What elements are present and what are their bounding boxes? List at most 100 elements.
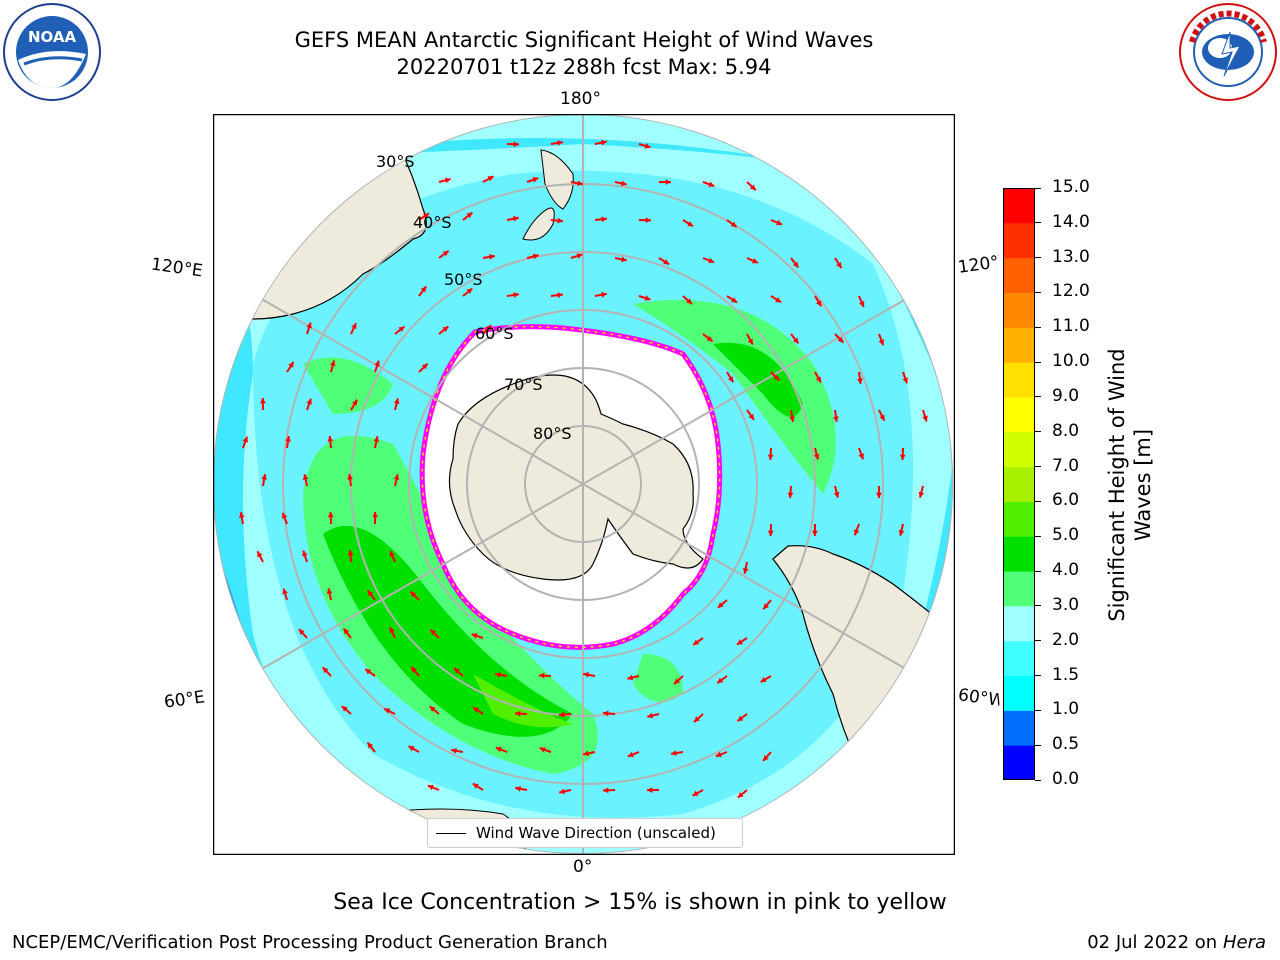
- wind-arrow-head: [736, 639, 743, 645]
- wind-arrow-head: [728, 376, 734, 383]
- wind-arrow-head: [708, 181, 715, 187]
- footer-date: 02 Jul 2022 on: [1087, 932, 1223, 953]
- wind-arrow-head: [430, 629, 437, 636]
- longitude-gridlines: [213, 114, 953, 854]
- wind-arrow-head: [812, 530, 818, 536]
- colorbar-segment: [1003, 501, 1035, 537]
- footer-right: 02 Jul 2022 on Hera: [1087, 932, 1266, 953]
- colorbar-tick-mark: [1035, 326, 1041, 328]
- wind-arrow-head: [423, 213, 430, 219]
- wind-arrow-head: [694, 716, 700, 722]
- polar-map: [212, 113, 956, 856]
- wind-arrow-head: [645, 217, 651, 224]
- chart-subtitle: 20220701 t12z 288h fcst Max: 5.94: [396, 55, 772, 79]
- wind-arrow-head: [692, 790, 699, 796]
- colorbar-tick-label: 1.5: [1052, 664, 1080, 685]
- wind-arrow-head: [789, 416, 795, 422]
- wind-arrow-head: [327, 512, 334, 518]
- footer-host: Hera: [1222, 932, 1266, 953]
- wind-arrow-head: [389, 551, 395, 558]
- legend-line-swatch: [436, 832, 466, 834]
- colorbar-tick-label: 5.0: [1052, 525, 1080, 546]
- wind-arrow-head: [322, 667, 329, 674]
- wind-arrow-head: [466, 288, 473, 295]
- wind-arrow-head: [708, 257, 715, 264]
- colorbar-tick-label: 10.0: [1052, 351, 1090, 372]
- wind-arrow-head: [421, 363, 428, 370]
- wind-arrow-head: [583, 672, 589, 678]
- colorbar-tick-mark: [1035, 291, 1041, 293]
- colorbar-tick-label: 11.0: [1052, 316, 1090, 337]
- lon-label-0: 0°: [573, 857, 593, 877]
- colorbar-tick-label: 0.5: [1052, 734, 1080, 755]
- colorbar-segment: [1003, 292, 1035, 328]
- footer-left: NCEP/EMC/Verification Post Processing Pr…: [12, 932, 608, 953]
- wind-arrow-head: [857, 378, 863, 384]
- wind-arrow-head: [485, 325, 492, 331]
- colorbar-segment: [1003, 466, 1035, 502]
- wind-arrow-head: [298, 629, 305, 635]
- colorbar-tick-label: 14.0: [1052, 211, 1090, 232]
- wind-arrow-head: [773, 374, 780, 381]
- colorbar-tick-mark: [1035, 187, 1041, 189]
- wind-arrow-head: [717, 602, 724, 608]
- colorbar-segment: [1003, 222, 1035, 259]
- wind-arrow-head: [647, 712, 654, 719]
- wind-arrow-head: [760, 676, 767, 683]
- wind-arrow-head: [557, 292, 563, 299]
- wind-arrow-head: [647, 787, 653, 793]
- lat-label-80s: 80°S: [533, 424, 572, 443]
- colorbar-tick-mark: [1035, 396, 1041, 398]
- wind-arrow-head: [495, 672, 501, 678]
- colorbar: [1003, 188, 1035, 781]
- wind-arrow-head: [813, 453, 820, 460]
- lat-label-30s: 30°S: [376, 152, 415, 171]
- colorbar-tick-mark: [1035, 570, 1041, 572]
- colorbar-tick-label: 8.0: [1052, 420, 1080, 441]
- colorbar-segment: [1003, 396, 1035, 433]
- wind-arrow-head: [674, 678, 680, 684]
- wind-arrow-head: [621, 180, 627, 187]
- lat-label-40s: 40°S: [413, 213, 452, 232]
- lat-label-60s: 60°S: [475, 324, 514, 343]
- wind-arrow-head: [627, 751, 634, 758]
- wind-arrow-head: [238, 512, 245, 518]
- colorbar-segment: [1003, 710, 1035, 746]
- wind-arrow-head: [281, 512, 288, 519]
- wind-arrow-head: [559, 788, 566, 795]
- wind-arrow-head: [302, 474, 309, 480]
- noaa-logo: NOAA: [2, 2, 102, 102]
- wind-arrow-head: [306, 322, 312, 329]
- wind-arrow-head: [898, 529, 905, 536]
- colorbar-segment: [1003, 362, 1035, 398]
- wind-arrow-head: [367, 742, 374, 749]
- wind-arrow-head: [601, 139, 607, 146]
- lon-label-180: 180°: [560, 89, 601, 109]
- colorbar-tick-mark: [1035, 222, 1041, 224]
- wind-arrow-head: [603, 787, 609, 794]
- new-zealand-south: [522, 207, 555, 241]
- wind-arrow-head: [398, 326, 405, 333]
- wind-arrow-head: [411, 666, 417, 673]
- wind-arrow-head: [577, 180, 583, 187]
- wind-arrow-head: [751, 258, 758, 264]
- wind-arrow-head: [327, 436, 334, 442]
- wind-arrow-head: [665, 179, 671, 185]
- wind-arrow-head: [687, 221, 694, 227]
- wind-arrow-head: [257, 551, 263, 558]
- colorbar-segment: [1003, 605, 1035, 642]
- colorbar-tick-label: 7.0: [1052, 455, 1080, 476]
- colorbar-title: Significant Height of Wind Waves [m]: [1105, 348, 1155, 622]
- wind-arrow-head: [539, 747, 546, 753]
- wind-arrow-head: [285, 436, 291, 442]
- colorbar-tick-mark: [1035, 535, 1041, 537]
- colorbar-tick-label: 3.0: [1052, 594, 1080, 615]
- wind-arrow-head: [242, 436, 248, 443]
- wind-arrow-head: [601, 216, 607, 223]
- colorbar-segment: [1003, 188, 1035, 224]
- wind-arrow-head: [559, 711, 565, 718]
- wind-arrow-head: [444, 177, 451, 184]
- wind-arrow-head: [858, 453, 864, 460]
- wave-field-4m-southwest: [323, 525, 573, 737]
- colorbar-tick-mark: [1035, 779, 1041, 781]
